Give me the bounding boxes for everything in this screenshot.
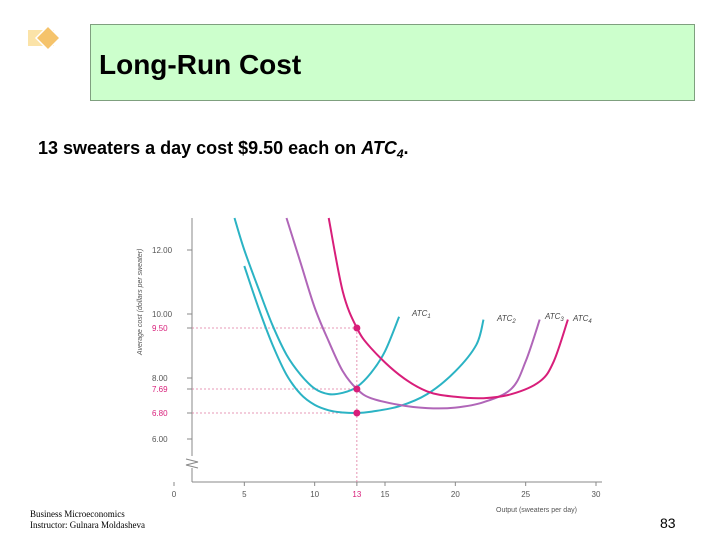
x-tick-label: 0 <box>172 490 177 499</box>
x-tick-label: 13 <box>352 490 361 499</box>
y-tick-label: 10.00 <box>152 310 173 319</box>
slide-caption: 13 sweaters a day cost $9.50 each on ATC… <box>38 138 409 161</box>
x-tick-label: 10 <box>310 490 319 499</box>
slide-title: Long-Run Cost <box>99 49 302 80</box>
y-tick-label: 12.00 <box>152 246 173 255</box>
atc1-label: ATC1 <box>411 309 431 320</box>
footer-instructor: Instructor: Gulnara Moldasheva <box>30 520 145 530</box>
diamond-bullet-icon <box>28 24 62 52</box>
x-tick-label: 5 <box>242 490 247 499</box>
title-box: Long-Run Cost <box>90 24 695 101</box>
x-tick-label: 20 <box>451 490 460 499</box>
caption-atc: ATC <box>361 138 397 158</box>
page-number: 83 <box>660 515 676 531</box>
highlight-point <box>353 409 361 417</box>
atc3-curve <box>285 217 541 410</box>
atc2-curve <box>243 265 485 415</box>
highlight-point <box>353 324 361 332</box>
x-tick-label: 30 <box>592 490 601 499</box>
y-tick-label: 8.00 <box>152 374 168 383</box>
atc2-label: ATC2 <box>496 314 516 325</box>
y-tick-label: 9.50 <box>152 324 168 333</box>
atc4-curve <box>327 217 569 400</box>
highlight-point <box>353 385 361 393</box>
y-tick-label: 6.80 <box>152 409 168 418</box>
y-axis-label: Average cost (dollars per sweater) <box>137 249 144 356</box>
y-tick-label: 6.00 <box>152 435 168 444</box>
footer-credit: Business Microeconomics Instructor: Guln… <box>30 509 145 531</box>
atc3-label: ATC3 <box>544 312 564 323</box>
x-axis-label: Output (sweaters per day) <box>496 507 577 514</box>
caption-prefix: 13 sweaters a day cost $9.50 each on <box>38 138 362 158</box>
x-tick-label: 25 <box>521 490 530 499</box>
caption-suffix: . <box>403 138 409 158</box>
atc1-curve <box>233 217 401 396</box>
footer-course: Business Microeconomics <box>30 509 125 519</box>
y-tick-label: 7.69 <box>152 385 168 394</box>
atc4-label: ATC4 <box>572 314 592 325</box>
axis-break-icon <box>185 458 199 469</box>
x-tick-label: 15 <box>381 490 390 499</box>
caption-atc-subscript: 4 <box>396 147 404 161</box>
